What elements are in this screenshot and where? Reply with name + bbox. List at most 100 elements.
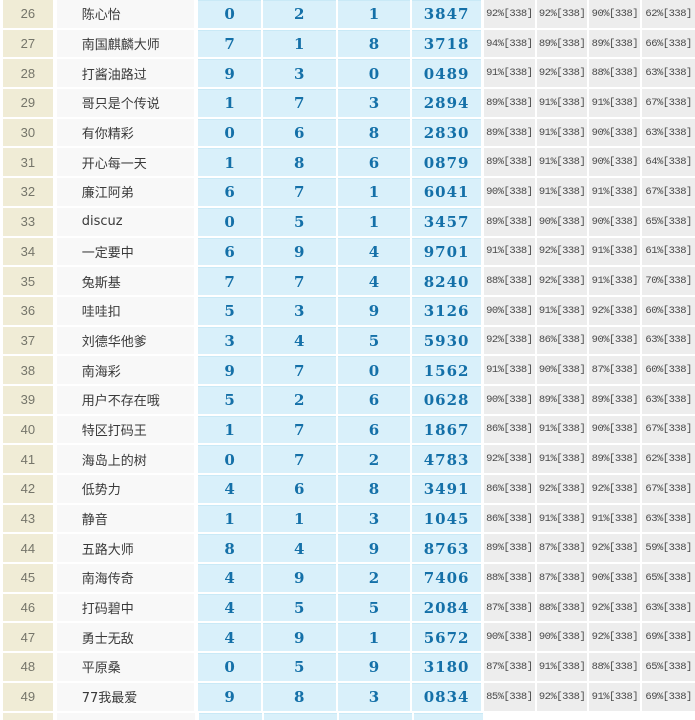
digit-1-cell: 0 [198,653,261,681]
username-cell [57,712,195,720]
percent-3-cell: 88%[338] [589,59,641,88]
percent-1-cell: 87%[338] [483,653,535,681]
number-cell: 5930 [412,326,481,355]
username-cell: 刘德华他爹 [56,326,195,355]
table-row: 41 海岛上的树 0 7 2 4783 92%[338] 91%[338] 89… [0,445,695,473]
rank-cell: 41 [3,445,53,473]
digit-1-cell: 1 [198,89,261,117]
percent-1-cell: 92%[338] [483,326,535,355]
number-cell: 3491 [412,475,481,503]
percent-4-cell: 65%[338] [642,653,695,681]
digit-2-cell: 7 [262,89,336,117]
percent-4-cell: 59%[338] [642,534,695,563]
percent-4-cell: 67%[338] [642,415,695,444]
username-cell: 廉江阿弟 [56,178,195,206]
rank-cell: 47 [3,623,53,652]
percent-4-cell: 65%[338] [642,564,695,592]
rank-cell: 31 [3,148,53,177]
percent-3-cell: 90%[338] [589,564,641,592]
percent-2-cell: 92%[338] [536,267,588,295]
percent-2-cell: 86%[338] [536,326,588,355]
percent-4-cell: 63%[338] [642,593,695,622]
number-cell: 0879 [412,148,481,177]
rank-cell: 37 [3,326,53,355]
digit-2-cell: 1 [262,504,336,533]
percent-2-cell: 90%[338] [536,356,588,384]
rank-cell: 35 [3,267,53,295]
percent-3-cell: 92%[338] [589,534,641,563]
digit-1-cell: 1 [198,415,261,444]
digit-1-cell: 9 [198,59,261,88]
digit-3-cell: 0 [337,356,411,384]
digit-2-cell: 6 [262,475,336,503]
table-row: 47 勇士无敌 4 9 1 5672 90%[338] 90%[338] 92%… [0,623,695,652]
percent-3-cell: 91%[338] [589,178,641,206]
digit-1-cell: 4 [198,593,261,622]
digit-1-cell: 0 [198,0,261,28]
percent-4-cell: 60%[338] [642,356,695,384]
table-row: 45 南海传奇 4 9 2 7406 88%[338] 87%[338] 90%… [0,564,695,592]
table-row: 33 discuz 0 5 1 3457 89%[338] 90%[338] 9… [0,207,695,236]
percent-2-cell: 89%[338] [536,385,588,414]
percent-1-cell: 92%[338] [483,0,535,28]
username-cell: 打码碧中 [56,593,195,622]
digit-3-cell: 1 [337,0,411,28]
digit-1-cell: 9 [198,356,261,384]
percent-1-cell: 89%[338] [483,148,535,177]
percent-3-cell: 91%[338] [589,89,641,117]
percent-2-cell: 91%[338] [536,148,588,177]
digit-2-cell: 7 [262,415,336,444]
percent-1-cell: 94%[338] [483,29,535,58]
table-row: 43 静音 1 1 3 1045 86%[338] 91%[338] 91%[3… [0,504,695,533]
digit-2-cell [264,712,337,720]
digit-3-cell: 2 [337,564,411,592]
username-cell: 开心每一天 [56,148,195,177]
number-cell [414,712,483,720]
digit-3-cell: 8 [337,118,411,147]
number-cell: 3847 [412,0,481,28]
username-cell: 陈心怡 [56,0,195,28]
digit-3-cell: 0 [337,59,411,88]
percent-2-cell: 92%[338] [536,682,588,711]
number-cell: 3126 [412,296,481,325]
percent-4-cell: 67%[338] [642,89,695,117]
percent-1-cell: 86%[338] [483,475,535,503]
table-row: 28 打酱油路过 9 3 0 0489 91%[338] 92%[338] 88… [0,59,695,88]
rank-cell: 36 [3,296,53,325]
percent-3-cell: 88%[338] [589,653,641,681]
digit-3-cell: 8 [337,475,411,503]
percent-4-cell: 63%[338] [642,326,695,355]
username-cell: 有你精彩 [56,118,195,147]
username-cell: 77我最爱 [56,682,195,711]
rank-cell: 39 [3,385,53,414]
rank-cell: 49 [3,682,53,711]
rank-cell: 26 [3,0,53,28]
percent-3-cell: 90%[338] [589,326,641,355]
digit-2-cell: 7 [262,445,336,473]
number-cell: 9701 [412,237,481,266]
number-cell: 3180 [412,653,481,681]
percent-3-cell: 90%[338] [589,415,641,444]
percent-1-cell: 90%[338] [483,178,535,206]
rank-cell: 27 [3,29,53,58]
digit-1-cell: 1 [198,504,261,533]
percent-4-cell: 60%[338] [642,296,695,325]
percent-1-cell: 88%[338] [483,564,535,592]
number-cell: 2894 [412,89,481,117]
username-cell: 南国麒麟大师 [56,29,195,58]
percent-2-cell: 92%[338] [536,0,588,28]
digit-1-cell: 7 [198,29,261,58]
rank-cell: 38 [3,356,53,384]
table-row: 44 五路大师 8 4 9 8763 89%[338] 87%[338] 92%… [0,534,695,563]
rank-cell: 45 [3,564,53,592]
digit-2-cell: 3 [262,59,336,88]
table-row: 39 用户不存在哦 5 2 6 0628 90%[338] 89%[338] 8… [0,385,695,414]
percent-4-cell: 62%[338] [642,445,695,473]
digit-3-cell: 6 [337,148,411,177]
username-cell: 兔斯基 [56,267,195,295]
percent-4-cell: 67%[338] [642,475,695,503]
percent-3-cell: 87%[338] [589,356,641,384]
username-cell: 静音 [56,504,195,533]
percent-1-cell: 91%[338] [483,59,535,88]
number-cell: 2084 [412,593,481,622]
